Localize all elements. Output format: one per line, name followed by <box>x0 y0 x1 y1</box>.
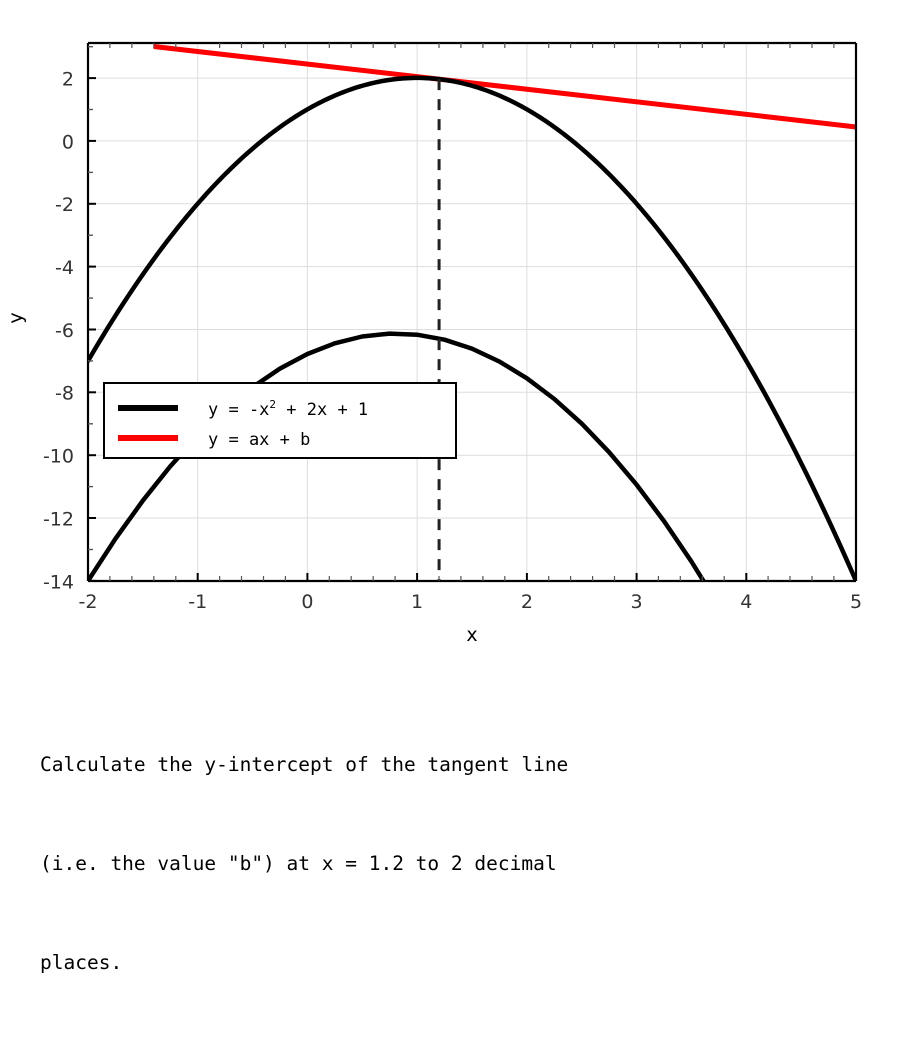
parabola-curve <box>88 75 856 581</box>
y-tick-label: -4 <box>55 257 74 279</box>
legend-label-parabola-tail: + 2x + 1 <box>276 400 368 420</box>
x-axis-label: x <box>466 624 477 646</box>
x-tick-label: 0 <box>301 591 313 613</box>
legend-label-parabola: y = -x2 + 2x + 1 <box>208 398 368 420</box>
chart-figure: 2 0 -2 -4 -6 -8 -10 -12 -14 -2 -1 0 1 2 … <box>5 41 862 646</box>
x-axis-top-minor-ticks <box>109 43 835 48</box>
y-tick-label: -2 <box>55 194 74 216</box>
x-axis-major-ticks <box>87 573 857 581</box>
tangent-line-series <box>153 43 857 130</box>
y-axis-major-ticks <box>88 77 96 582</box>
x-tick-label: -2 <box>79 591 98 613</box>
caption-line-1: Calculate the y-intercept of the tangent… <box>40 753 569 776</box>
x-tick-label: 1 <box>411 591 423 613</box>
x-tick-label: 5 <box>850 591 862 613</box>
x-tick-label: 2 <box>521 591 533 613</box>
legend-label-parabola-exponent: 2 <box>269 398 276 411</box>
y-axis-label: y <box>5 312 27 323</box>
legend-label-parabola-main: y = -x <box>208 400 269 420</box>
x-axis-minor-ticks <box>109 576 835 581</box>
y-tick-label: -10 <box>43 446 74 468</box>
plot-area-background <box>88 43 856 581</box>
y-tick-label: -14 <box>43 571 74 593</box>
y-tick-label: 0 <box>62 131 74 153</box>
chart-legend: y = -x2 + 2x + 1 y = ax + b <box>103 382 457 459</box>
y-axis-minor-ticks <box>88 46 93 551</box>
page-root: 2 0 -2 -4 -6 -8 -10 -12 -14 -2 -1 0 1 2 … <box>5 41 862 974</box>
x-tick-label: 3 <box>631 591 643 613</box>
legend-box <box>103 382 457 459</box>
y-tick-label: -12 <box>43 508 74 530</box>
y-tick-label: -6 <box>55 320 74 342</box>
question-caption: Calculate the y-intercept of the tangent… <box>40 682 660 1045</box>
y-tick-label: -8 <box>55 383 74 405</box>
legend-label-tangent: y = ax + b <box>208 430 310 450</box>
caption-line-3: places. <box>40 951 123 974</box>
caption-line-2: (i.e. the value "b") at x = 1.2 to 2 dec… <box>40 852 557 875</box>
x-tick-label: -1 <box>188 591 207 613</box>
axis-frame <box>86 41 858 583</box>
x-tick-label: 4 <box>740 591 752 613</box>
y-tick-label: 2 <box>62 69 74 91</box>
